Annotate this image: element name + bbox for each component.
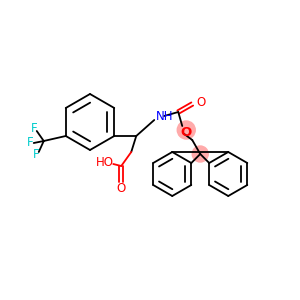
Circle shape <box>192 146 208 162</box>
Circle shape <box>177 121 195 139</box>
Text: HO: HO <box>96 155 114 169</box>
Text: F: F <box>30 122 37 136</box>
Text: O: O <box>181 125 192 139</box>
Text: O: O <box>117 182 126 196</box>
Text: O: O <box>196 95 206 109</box>
Text: F: F <box>32 148 39 161</box>
Text: NH: NH <box>156 110 174 122</box>
Text: F: F <box>26 136 33 149</box>
